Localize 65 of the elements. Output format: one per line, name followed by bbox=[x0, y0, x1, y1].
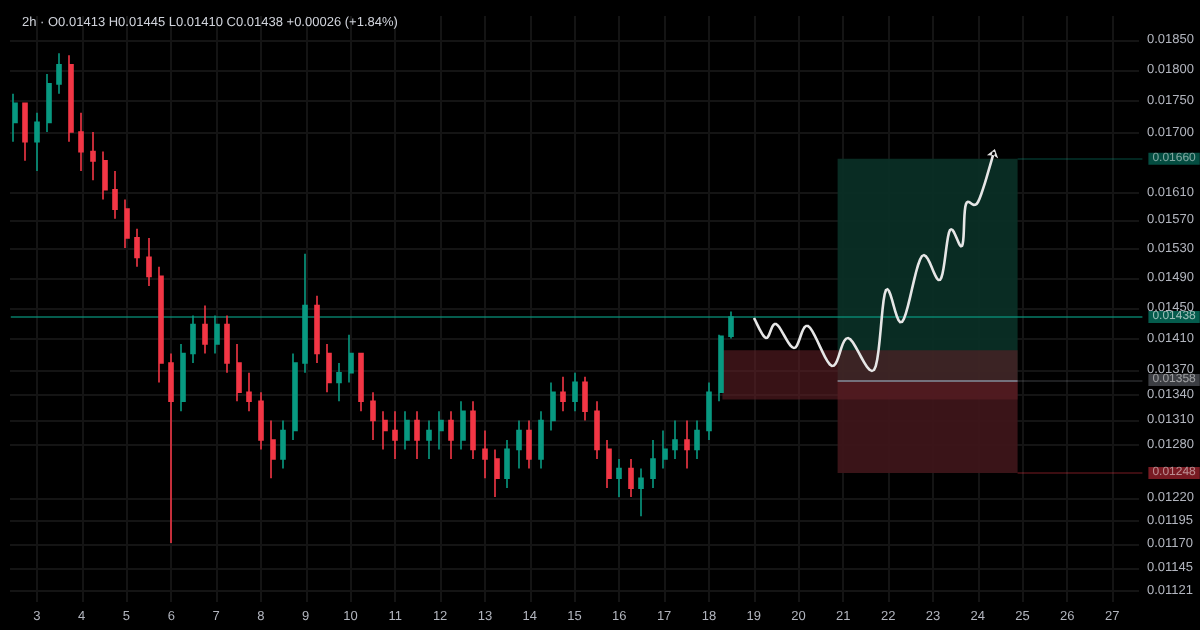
candlestick bbox=[516, 419, 522, 470]
candlestick bbox=[694, 419, 700, 460]
candlestick bbox=[190, 314, 196, 364]
candlestick bbox=[280, 419, 286, 470]
candlestick bbox=[494, 448, 500, 498]
candlestick bbox=[526, 419, 532, 470]
candlestick bbox=[382, 410, 388, 451]
candlestick bbox=[728, 310, 734, 340]
candlestick bbox=[706, 381, 712, 441]
candlestick bbox=[414, 410, 420, 460]
candlestick bbox=[426, 419, 432, 460]
candlestick bbox=[34, 111, 40, 172]
candlestick bbox=[12, 93, 18, 143]
candlestick bbox=[358, 352, 364, 413]
candlestick bbox=[572, 371, 578, 413]
candlestick bbox=[56, 52, 62, 95]
candlestick bbox=[314, 294, 320, 364]
candlestick bbox=[616, 458, 622, 498]
candlestick bbox=[718, 333, 724, 403]
candlestick bbox=[392, 410, 398, 460]
candlestick bbox=[270, 419, 276, 480]
candlestick bbox=[482, 429, 488, 480]
candlestick bbox=[292, 352, 298, 441]
candlestick bbox=[404, 410, 410, 451]
candlestick bbox=[336, 362, 342, 403]
candlestick bbox=[672, 419, 678, 460]
candlestick bbox=[224, 314, 230, 374]
candlestick bbox=[438, 410, 444, 451]
candlestick bbox=[606, 439, 612, 489]
candlestick bbox=[460, 400, 466, 451]
candlestick bbox=[470, 400, 476, 460]
candlestick bbox=[134, 227, 140, 268]
candlestick bbox=[550, 381, 556, 432]
candlestick bbox=[582, 375, 588, 422]
candlestick bbox=[662, 429, 668, 470]
candlestick bbox=[628, 458, 634, 498]
candlestick bbox=[68, 54, 74, 143]
candlestick bbox=[202, 304, 208, 355]
candlestick bbox=[638, 467, 644, 517]
candlestick bbox=[370, 391, 376, 441]
candlestick bbox=[78, 111, 84, 172]
candlestick bbox=[146, 237, 152, 287]
candlestick bbox=[594, 400, 600, 460]
candlestick bbox=[326, 343, 332, 393]
candlestick bbox=[214, 314, 220, 355]
candlestick bbox=[90, 131, 96, 182]
candlestick bbox=[448, 410, 454, 460]
candlestick bbox=[684, 419, 690, 470]
candlestick bbox=[650, 439, 656, 489]
candlestick bbox=[158, 266, 164, 384]
candlestick bbox=[236, 343, 242, 403]
candlestick bbox=[246, 371, 252, 413]
candlestick bbox=[112, 170, 118, 220]
candlestick bbox=[22, 102, 28, 162]
candlestick bbox=[168, 352, 174, 544]
candlestick bbox=[560, 375, 566, 413]
candlestick bbox=[124, 198, 130, 249]
candlestick bbox=[46, 73, 52, 133]
candlestick bbox=[180, 343, 186, 413]
candlestick bbox=[258, 391, 264, 451]
candlestick bbox=[102, 150, 108, 201]
candlestick bbox=[504, 439, 510, 489]
candlestick bbox=[348, 333, 354, 384]
candlestick bbox=[538, 410, 544, 470]
candlestick bbox=[302, 252, 308, 374]
